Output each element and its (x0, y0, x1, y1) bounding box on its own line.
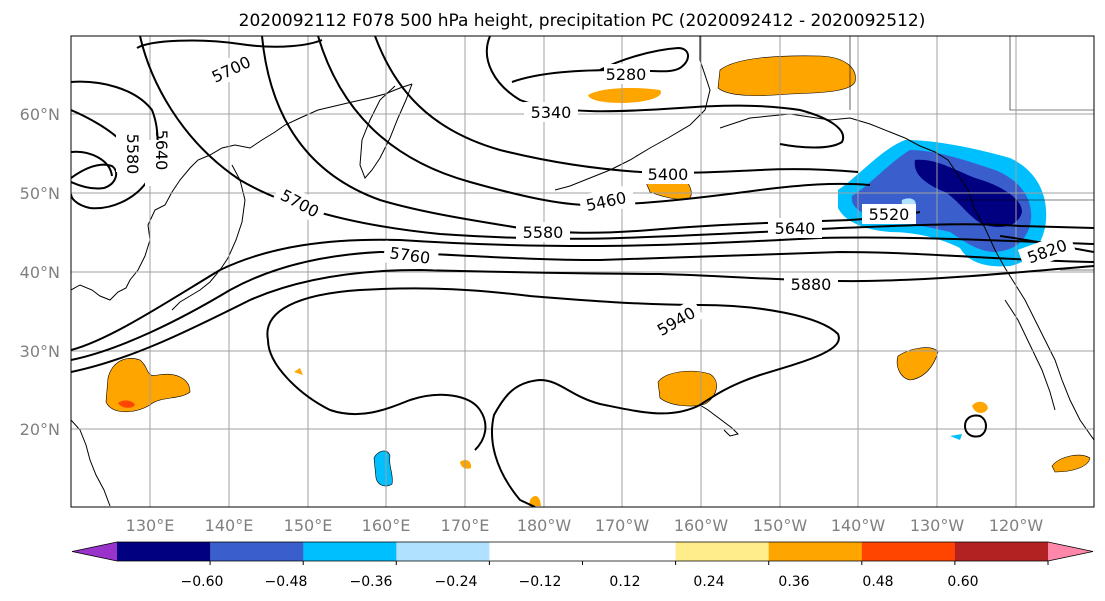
precip-area-hawaii (657, 370, 717, 407)
contour-label: 5640 (152, 130, 171, 171)
precip-area-baja (972, 401, 988, 413)
colorbar-segment (768, 542, 863, 561)
precip-area-westpac-core (118, 400, 135, 408)
contour-label: 5340 (531, 103, 572, 122)
coast-philippines (71, 419, 111, 507)
lon-label: 130°E (126, 516, 175, 535)
colorbar-segment (303, 542, 397, 561)
lon-label: 150°W (753, 516, 808, 535)
contour-label: 5640 (775, 219, 816, 238)
lon-label: 140°W (831, 516, 886, 535)
precip-neg-westpac (373, 450, 393, 487)
coast-alaska (554, 36, 906, 191)
colorbar-segment (396, 542, 490, 561)
colorbar-tick-label: 0.48 (862, 574, 893, 590)
colorbar-segment (489, 542, 583, 561)
lon-label: 120°W (989, 516, 1044, 535)
lat-axis-labels: 60°N 50°N 40°N 30°N 20°N (20, 105, 60, 439)
colorbar-extend-high (1048, 542, 1093, 561)
contour-labels: 5700 5640 5580 5280 5340 5400 5460 5700 … (116, 48, 1077, 344)
contour-label: 5580 (523, 223, 564, 242)
precip-area-bering (717, 55, 856, 96)
colorbar-tick-label: 0.24 (693, 574, 724, 590)
contour-5700-nw (136, 39, 323, 49)
contour-5640 (71, 236, 1094, 351)
contour-high-small (963, 414, 987, 438)
colorbar-tick-label: 0.12 (609, 574, 640, 590)
coast-north-america (904, 137, 1094, 441)
contour-label: 5580 (123, 134, 142, 175)
contour-5340 (485, 36, 845, 149)
precip-neg-small (950, 434, 962, 440)
contour-label: 5520 (869, 205, 910, 224)
coast-kamchatka (359, 83, 413, 179)
colorbar (71, 541, 1094, 565)
lat-label: 30°N (20, 342, 60, 361)
colorbar-tick-label: 0.60 (947, 574, 978, 590)
map-frame (70, 35, 1095, 508)
lon-label: 140°E (205, 516, 254, 535)
coast-japan (171, 164, 246, 311)
contour-5400 (374, 36, 859, 174)
colorbar-segment (861, 542, 956, 561)
colorbar-tick-label: −0.12 (519, 574, 562, 590)
colorbar-tick-labels: −0.60 −0.48 −0.36 −0.24 −0.12 0.12 0.24 … (181, 574, 979, 590)
colorbar-segment (954, 542, 1049, 561)
precip-area-mexico (1051, 454, 1091, 473)
border-canada-us (849, 36, 1094, 300)
precip-positive-areas (105, 55, 1091, 506)
precip-area-small-1 (294, 368, 303, 375)
colorbar-tick-label: 0.36 (778, 574, 809, 590)
colorbar-segment (117, 542, 211, 561)
lon-label: 170°W (595, 516, 650, 535)
precip-area-small-3 (529, 496, 541, 506)
precip-area-westpac (105, 358, 191, 413)
coast-hawaii (699, 404, 739, 437)
contour-label: 5280 (606, 65, 647, 84)
lon-label: 170°E (441, 516, 490, 535)
precip-neg-pnw-mid (851, 150, 1032, 252)
colorbar-tick-label: −0.48 (265, 574, 308, 590)
precip-area-bering-west (588, 87, 661, 103)
precip-area-small-2 (460, 460, 472, 469)
contour-label: 5400 (648, 165, 689, 184)
contour-5280 (511, 46, 689, 83)
lon-label: 160°E (362, 516, 411, 535)
lon-label: 160°W (674, 516, 729, 535)
colorbar-extend-low (72, 542, 117, 561)
lon-axis-labels: 130°E 140°E 150°E 160°E 170°E 180°W 170°… (126, 516, 1044, 535)
contour-low-west (71, 150, 113, 177)
colorbar-tick-label: −0.36 (350, 574, 393, 590)
lat-label: 40°N (20, 263, 60, 282)
contour-5880 (71, 265, 1094, 373)
map-content: 5700 5640 5580 5280 5340 5400 5460 5700 … (71, 36, 1094, 507)
precip-area-east (896, 347, 939, 381)
coast-asia (71, 83, 413, 301)
lat-label: 50°N (20, 184, 60, 203)
coastlines (71, 36, 1094, 507)
map-title: 2020092112 F078 500 hPa height, precipit… (239, 11, 926, 31)
lon-label: 130°W (910, 516, 965, 535)
colorbar-segment (210, 542, 304, 561)
lon-label: 180°W (517, 516, 572, 535)
colorbar-tick-label: −0.24 (435, 574, 478, 590)
contour-5940 (266, 287, 840, 507)
colorbar-segment (582, 542, 677, 561)
lon-label: 150°E (284, 516, 333, 535)
colorbar-tick-label: −0.60 (181, 574, 224, 590)
contour-5580-nw (71, 163, 118, 190)
colorbar-segment (675, 542, 770, 561)
lat-label: 60°N (20, 105, 60, 124)
colorbar-outline (71, 541, 1094, 562)
precip-negative-areas (373, 140, 1047, 487)
contour-5760 (71, 250, 1094, 361)
contour-label: 5880 (791, 275, 832, 294)
lat-label: 20°N (20, 420, 60, 439)
